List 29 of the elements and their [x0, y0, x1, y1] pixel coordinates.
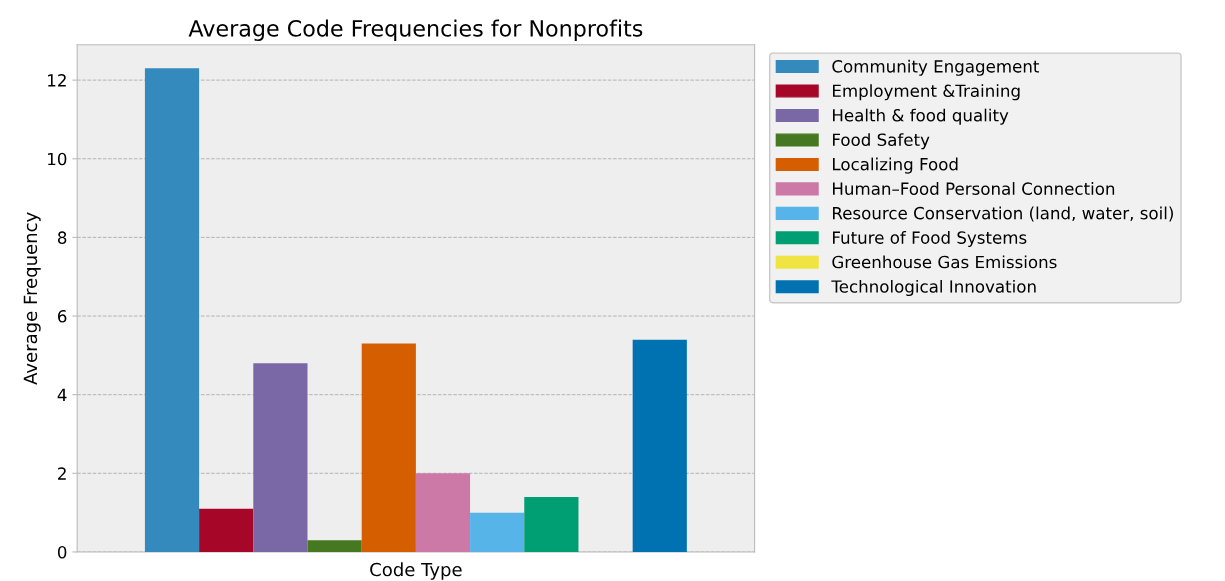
legend-label: Technological Innovation	[831, 279, 1036, 297]
legend-label: Human–Food Personal Connection	[833, 182, 1115, 195]
bar	[361, 343, 416, 552]
y-axis-title: Average Frequency	[23, 212, 41, 385]
legend-label: Food Safety	[833, 133, 930, 150]
bar	[415, 473, 471, 552]
y-tick-label: 8	[57, 231, 67, 244]
legend-label: Resource Conservation (land, water, soil)	[833, 206, 1173, 222]
legend-label: Localizing Food	[833, 157, 958, 174]
legend-label: Health & food quality	[833, 108, 1009, 125]
legend-label: Employment &Training	[833, 84, 1020, 101]
legend-label: Greenhouse Gas Emissions	[832, 255, 1057, 269]
bar	[524, 496, 579, 552]
y-tick-label: 2	[58, 467, 66, 480]
chart-title: Average Code Frequencies for Nonprofits	[188, 19, 643, 42]
bar	[144, 68, 200, 552]
y-tick-label: 6	[58, 310, 67, 323]
bar	[199, 508, 254, 552]
y-tick-label: 0	[57, 545, 67, 559]
y-tick-label: 12	[48, 74, 66, 87]
y-tick-label: 4	[57, 388, 67, 402]
bar	[470, 512, 525, 552]
legend-label: Future of Food Systems	[833, 230, 1027, 248]
x-axis-title: Code Type	[370, 562, 462, 580]
legend-label: Community Engagement	[832, 59, 1040, 76]
y-tick-label: 10	[48, 152, 67, 166]
bar	[632, 339, 687, 552]
bar	[307, 540, 362, 552]
bar	[253, 363, 308, 552]
